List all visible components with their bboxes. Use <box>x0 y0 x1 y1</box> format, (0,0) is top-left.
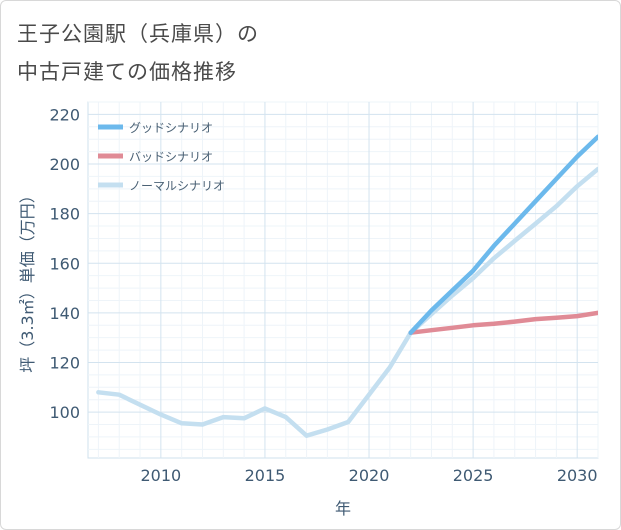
y-tick-label: 200 <box>49 155 80 174</box>
y-tick-label: 100 <box>49 403 80 422</box>
chart-title-line-2: 中古戸建ての価格推移 <box>17 60 237 84</box>
series-line-2 <box>96 166 598 438</box>
legend-label: ノーマルシナリオ <box>129 179 225 193</box>
x-tick-label: 2025 <box>453 466 494 485</box>
series-lines <box>96 134 598 438</box>
y-axis-ticks: 100 120 140 160 180 200 220 <box>49 105 80 422</box>
y-tick-label: 140 <box>49 304 80 323</box>
series-line-0 <box>408 134 598 335</box>
y-tick-label: 180 <box>49 205 80 224</box>
x-tick-label: 2030 <box>557 466 598 485</box>
legend-label: バッドシナリオ <box>129 150 213 164</box>
x-axis-ticks: 2010 2015 2020 2025 2030 <box>140 466 597 485</box>
legend-label: グッドシナリオ <box>129 121 213 135</box>
x-axis-title: 年 <box>335 499 351 518</box>
series-line-1 <box>408 310 598 335</box>
y-tick-label: 160 <box>49 254 80 273</box>
plot-area <box>87 101 599 459</box>
chart-title-line-1: 王子公園駅（兵庫県）の <box>17 22 259 46</box>
y-tick-label: 120 <box>49 353 80 372</box>
y-tick-label: 220 <box>49 105 80 124</box>
grid-lines <box>88 101 599 458</box>
y-axis-title: 坪（3.3㎡）単価（万円） <box>18 187 37 372</box>
x-tick-label: 2020 <box>349 466 390 485</box>
x-tick-label: 2015 <box>245 466 286 485</box>
x-tick-label: 2010 <box>140 466 181 485</box>
